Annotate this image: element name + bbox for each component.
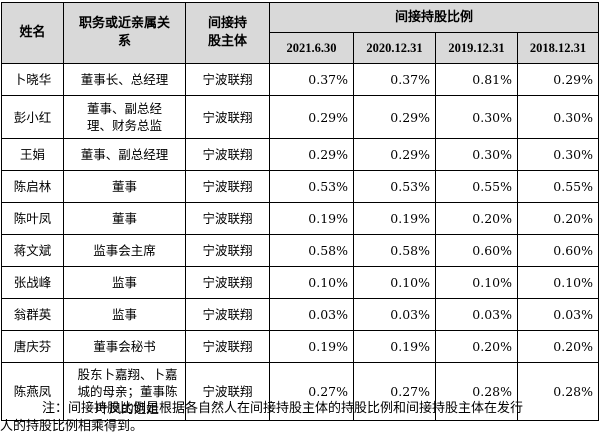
cell-entity: 宁波联翔 <box>185 234 270 267</box>
footnote: 注：间接持股比例是根据各自然人在间接持股主体的持股比例和间接持股主体在发行 人的… <box>0 400 600 436</box>
table-row: 陈燕凤 股东卜嘉翔、卜嘉城的母亲；董事陈叶凤的姐姐 宁波联翔 0.27% 0.27% 0.… <box>1 362 600 421</box>
table-row: 陈叶凤 董事 宁波联翔 0.19% 0.19% 0.20% 0.20% <box>1 202 600 235</box>
cell-entity: 宁波联翔 <box>185 138 270 171</box>
cell-name: 张战峰 <box>1 266 64 299</box>
cell-ratio: 0.19% <box>353 202 436 235</box>
cell-ratio: 0.20% <box>435 330 518 363</box>
cell-ratio: 0.20% <box>516 202 600 235</box>
cell-ratio: 0.29% <box>269 138 354 171</box>
cell-ratio: 0.58% <box>353 234 436 267</box>
cell-ratio: 0.30% <box>435 95 518 139</box>
cell-name: 唐庆芬 <box>1 330 64 363</box>
cell-relation: 监事 <box>63 298 186 331</box>
cell-ratio: 0.10% <box>516 266 600 299</box>
cell-ratio: 0.19% <box>269 202 354 235</box>
cell-ratio: 0.10% <box>269 266 354 299</box>
table-row: 唐庆芬 董事会秘书 宁波联翔 0.19% 0.19% 0.20% 0.20% <box>1 330 600 363</box>
header-entity: 间接持股主体 <box>185 2 270 64</box>
header-date-4: 2018.12.31 <box>516 32 600 64</box>
table-row: 彭小红 董事、副总经理、财务总监 宁波联翔 0.29% 0.29% 0.30% 0.30% <box>1 95 600 139</box>
cell-ratio: 0.10% <box>353 266 436 299</box>
cell-ratio: 0.29% <box>353 138 436 171</box>
cell-entity: 宁波联翔 <box>185 266 270 299</box>
cell-ratio: 0.20% <box>435 202 518 235</box>
cell-ratio: 0.29% <box>353 95 436 139</box>
cell-ratio: 0.19% <box>353 330 436 363</box>
cell-name: 翁群英 <box>1 298 64 331</box>
table-row: 陈启林 董事 宁波联翔 0.53% 0.53% 0.55% 0.55% <box>1 170 600 203</box>
cell-entity: 宁波联翔 <box>185 298 270 331</box>
header-relation: 职务或近亲属关系 <box>63 2 186 64</box>
cell-relation: 董事 <box>63 170 186 203</box>
cell-ratio: 0.27% <box>353 362 436 421</box>
table-row: 翁群英 监事 宁波联翔 0.03% 0.03% 0.03% 0.03% <box>1 298 600 331</box>
header-date-2: 2020.12.31 <box>353 32 436 64</box>
cell-ratio: 0.30% <box>516 95 600 139</box>
table-row: 王娟 董事、副总经理 宁波联翔 0.29% 0.29% 0.30% 0.30% <box>1 138 600 171</box>
cell-relation: 董事、副总经理、财务总监 <box>63 95 186 139</box>
cell-relation: 董事、副总经理 <box>63 138 186 171</box>
cell-ratio: 0.29% <box>516 63 600 96</box>
cell-ratio: 0.03% <box>353 298 436 331</box>
cell-ratio: 0.37% <box>353 63 436 96</box>
cell-entity: 宁波联翔 <box>185 202 270 235</box>
cell-ratio: 0.10% <box>435 266 518 299</box>
cell-relation: 股东卜嘉翔、卜嘉城的母亲；董事陈叶凤的姐姐 <box>63 362 186 421</box>
cell-relation: 董事 <box>63 202 186 235</box>
cell-ratio: 0.55% <box>516 170 600 203</box>
cell-relation: 董事长、总经理 <box>63 63 186 96</box>
cell-ratio: 0.28% <box>516 362 600 421</box>
cell-ratio: 0.30% <box>435 138 518 171</box>
footnote-line-1: 注：间接持股比例是根据各自然人在间接持股主体的持股比例和间接持股主体在发行 <box>42 401 524 416</box>
cell-ratio: 0.81% <box>435 63 518 96</box>
cell-name: 陈叶凤 <box>1 202 64 235</box>
cell-ratio: 0.55% <box>435 170 518 203</box>
table-row: 蒋文斌 监事会主席 宁波联翔 0.58% 0.58% 0.60% 0.60% <box>1 234 600 267</box>
cell-name: 王娟 <box>1 138 64 171</box>
shareholding-table: 姓名 职务或近亲属关系 间接持股主体 间接持股比例 2021.6.30 2020… <box>1 2 600 421</box>
cell-ratio: 0.03% <box>269 298 354 331</box>
cell-ratio: 0.37% <box>269 63 354 96</box>
table-row: 张战峰 监事 宁波联翔 0.10% 0.10% 0.10% 0.10% <box>1 266 600 299</box>
cell-ratio: 0.03% <box>516 298 600 331</box>
cell-relation: 监事会主席 <box>63 234 186 267</box>
header-date-3: 2019.12.31 <box>435 32 518 64</box>
cell-relation: 监事 <box>63 266 186 299</box>
cell-ratio: 0.20% <box>516 330 600 363</box>
cell-ratio: 0.30% <box>516 138 600 171</box>
header-date-1: 2021.6.30 <box>269 32 354 64</box>
cell-ratio: 0.53% <box>269 170 354 203</box>
footnote-line-2: 人的持股比例相乘得到。 <box>0 419 144 434</box>
cell-entity: 宁波联翔 <box>185 330 270 363</box>
cell-ratio: 0.29% <box>269 95 354 139</box>
cell-name: 陈燕凤 <box>1 362 64 421</box>
cell-name: 蒋文斌 <box>1 234 64 267</box>
cell-ratio: 0.60% <box>516 234 600 267</box>
table-row: 卜晓华 董事长、总经理 宁波联翔 0.37% 0.37% 0.81% 0.29% <box>1 63 600 96</box>
cell-ratio: 0.53% <box>353 170 436 203</box>
cell-ratio: 0.28% <box>435 362 518 421</box>
cell-name: 陈启林 <box>1 170 64 203</box>
header-ratio-group: 间接持股比例 <box>268 2 600 33</box>
header-name: 姓名 <box>1 2 64 64</box>
cell-entity: 宁波联翔 <box>185 362 270 421</box>
cell-entity: 宁波联翔 <box>185 95 270 139</box>
cell-ratio: 0.03% <box>435 298 518 331</box>
cell-name: 卜晓华 <box>1 63 64 96</box>
cell-ratio: 0.60% <box>435 234 518 267</box>
cell-ratio: 0.58% <box>269 234 354 267</box>
cell-entity: 宁波联翔 <box>185 63 270 96</box>
cell-name: 彭小红 <box>1 95 64 139</box>
cell-relation: 董事会秘书 <box>63 330 186 363</box>
cell-ratio: 0.19% <box>269 330 354 363</box>
cell-entity: 宁波联翔 <box>185 170 270 203</box>
